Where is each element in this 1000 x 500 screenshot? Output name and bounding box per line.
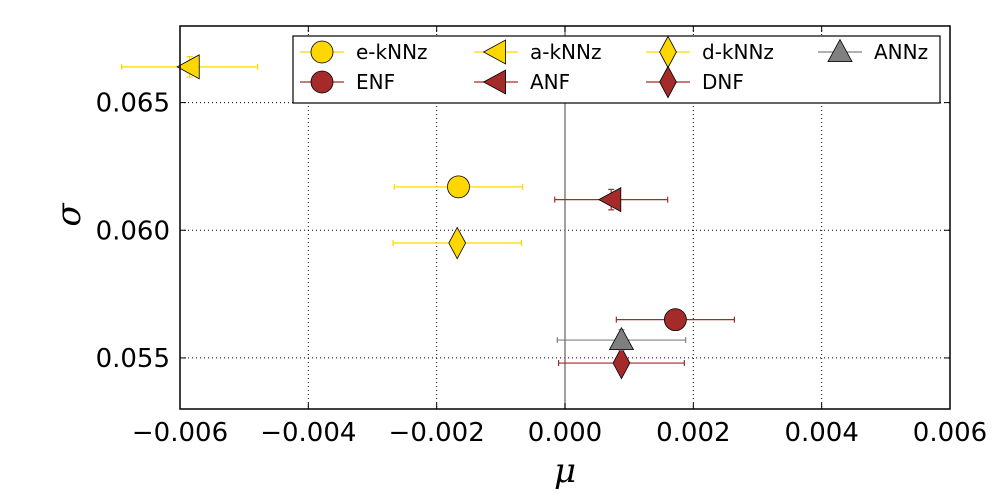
legend-item-enf: ENF — [300, 70, 395, 94]
legend-label-anf: ANF — [530, 70, 570, 94]
x-axis-ticks: −0.006 −0.004 −0.002 0.000 0.002 0.004 0.006 — [132, 26, 987, 448]
legend-item-d-knnz: d-kNNz — [646, 35, 774, 69]
legend-box — [292, 35, 941, 104]
point-d-knnz — [448, 226, 467, 260]
series-anf — [554, 186, 669, 213]
point-anf — [597, 186, 622, 213]
series-annz — [556, 326, 687, 351]
x-axis-label: μ — [554, 451, 576, 491]
legend-label-a-knnz: a-kNNz — [530, 40, 601, 64]
legend-item-anf: ANF — [474, 69, 570, 95]
legend-label-d-knnz: d-kNNz — [702, 40, 774, 64]
point-e-knnz — [447, 175, 470, 199]
point-a-knnz — [176, 54, 200, 80]
legend-marker-a-knnz — [482, 39, 507, 65]
series-d-knnz — [392, 226, 522, 260]
series-a-knnz — [121, 54, 259, 80]
legend-marker-anf — [482, 69, 507, 95]
point-dnf — [612, 346, 631, 380]
y-axis-label: σ — [49, 203, 89, 227]
point-annz — [608, 326, 635, 351]
x-tick-label: 0.006 — [913, 418, 987, 448]
x-tick-label: −0.002 — [389, 418, 485, 448]
legend-marker-annz — [827, 38, 853, 62]
legend-label-annz: ANNz — [874, 40, 928, 64]
x-tick-label: 0.000 — [528, 418, 602, 448]
series-e-knnz — [393, 175, 524, 199]
series-enf — [615, 308, 736, 332]
y-axis-ticks: 0.055 0.060 0.065 — [96, 89, 950, 374]
legend-marker-dnf — [659, 65, 677, 99]
legend-item-a-knnz: a-kNNz — [474, 39, 601, 65]
legend-item-annz: ANNz — [818, 38, 928, 64]
y-tick-label: 0.060 — [96, 216, 170, 246]
legend-label-enf: ENF — [356, 70, 395, 94]
legend-label-dnf: DNF — [702, 70, 744, 94]
legend-label-e-knnz: e-kNNz — [356, 40, 428, 64]
legend-item-dnf: DNF — [646, 65, 744, 99]
x-tick-label: 0.002 — [656, 418, 730, 448]
series-points — [121, 54, 736, 380]
y-tick-label: 0.065 — [96, 89, 170, 119]
x-tick-label: −0.006 — [132, 418, 228, 448]
legend-item-e-knnz: e-kNNz — [300, 40, 428, 64]
legend: e-kNNz a-kNNz d-kNNz ANNz ENF ANF DNF — [292, 35, 941, 104]
legend-marker-e-knnz — [310, 40, 334, 64]
series-dnf — [557, 346, 685, 380]
plot-frame — [179, 25, 951, 410]
y-tick-label: 0.055 — [96, 344, 170, 374]
point-enf — [663, 308, 687, 332]
x-tick-label: 0.004 — [784, 418, 858, 448]
legend-marker-enf — [310, 70, 334, 94]
x-tick-label: −0.004 — [260, 418, 356, 448]
